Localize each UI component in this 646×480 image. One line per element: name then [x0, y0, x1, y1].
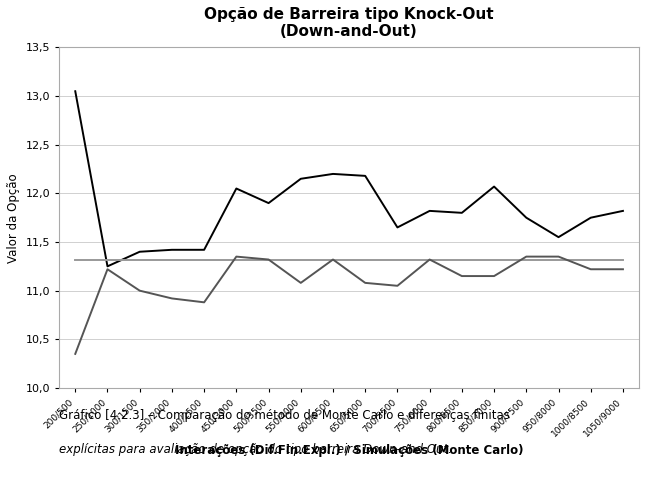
- Dif.Fin.Expl.: [361, 173, 369, 179]
- Monte Carlo: [426, 257, 433, 263]
- Dif.Fin.Expl.: [136, 249, 143, 254]
- Fórmula: [168, 257, 176, 263]
- Monte Carlo: [458, 273, 466, 279]
- Monte Carlo: [329, 257, 337, 263]
- Fórmula: [393, 257, 401, 263]
- Fórmula: [490, 257, 498, 263]
- Monte Carlo: [361, 280, 369, 286]
- Dif.Fin.Expl.: [523, 215, 530, 221]
- Monte Carlo: [72, 351, 79, 357]
- Fórmula: [619, 257, 627, 263]
- Text: explícitas para avaliação de opção do tipo barreira Down-and Out.: explícitas para avaliação de opção do ti…: [59, 443, 452, 456]
- Dif.Fin.Expl.: [555, 234, 563, 240]
- Monte Carlo: [523, 254, 530, 260]
- Dif.Fin.Expl.: [168, 247, 176, 252]
- Fórmula: [136, 257, 143, 263]
- Monte Carlo: [490, 273, 498, 279]
- Monte Carlo: [619, 266, 627, 272]
- Monte Carlo: [555, 254, 563, 260]
- Fórmula: [555, 257, 563, 263]
- Monte Carlo: [136, 288, 143, 294]
- Line: Dif.Fin.Expl.: Dif.Fin.Expl.: [76, 91, 623, 266]
- Fórmula: [72, 257, 79, 263]
- Monte Carlo: [393, 283, 401, 288]
- Fórmula: [458, 257, 466, 263]
- Dif.Fin.Expl.: [297, 176, 305, 181]
- X-axis label: Interações (Dif.Fin.Expl.) / Simulações (Monte Carlo): Interações (Dif.Fin.Expl.) / Simulações …: [175, 444, 523, 456]
- Line: Monte Carlo: Monte Carlo: [76, 257, 623, 354]
- Dif.Fin.Expl.: [490, 184, 498, 190]
- Title: Opção de Barreira tipo Knock-Out
(Down-and-Out): Opção de Barreira tipo Knock-Out (Down-a…: [204, 7, 494, 39]
- Fórmula: [523, 257, 530, 263]
- Monte Carlo: [587, 266, 594, 272]
- Y-axis label: Valor da Opção: Valor da Opção: [7, 173, 20, 263]
- Dif.Fin.Expl.: [265, 200, 273, 206]
- Text: Gráfico [4.2.3] – Comparação do método de Monte Carlo e diferenças finitas: Gráfico [4.2.3] – Comparação do método d…: [59, 409, 510, 422]
- Dif.Fin.Expl.: [103, 264, 111, 269]
- Dif.Fin.Expl.: [426, 208, 433, 214]
- Fórmula: [103, 257, 111, 263]
- Monte Carlo: [265, 257, 273, 263]
- Monte Carlo: [103, 266, 111, 272]
- Fórmula: [200, 257, 208, 263]
- Fórmula: [233, 257, 240, 263]
- Dif.Fin.Expl.: [393, 225, 401, 230]
- Monte Carlo: [168, 296, 176, 301]
- Dif.Fin.Expl.: [200, 247, 208, 252]
- Dif.Fin.Expl.: [233, 186, 240, 192]
- Dif.Fin.Expl.: [329, 171, 337, 177]
- Fórmula: [426, 257, 433, 263]
- Monte Carlo: [200, 300, 208, 305]
- Fórmula: [265, 257, 273, 263]
- Monte Carlo: [297, 280, 305, 286]
- Dif.Fin.Expl.: [72, 88, 79, 94]
- Fórmula: [297, 257, 305, 263]
- Monte Carlo: [233, 254, 240, 260]
- Dif.Fin.Expl.: [619, 208, 627, 214]
- Fórmula: [587, 257, 594, 263]
- Dif.Fin.Expl.: [458, 210, 466, 216]
- Fórmula: [329, 257, 337, 263]
- Fórmula: [361, 257, 369, 263]
- Dif.Fin.Expl.: [587, 215, 594, 221]
